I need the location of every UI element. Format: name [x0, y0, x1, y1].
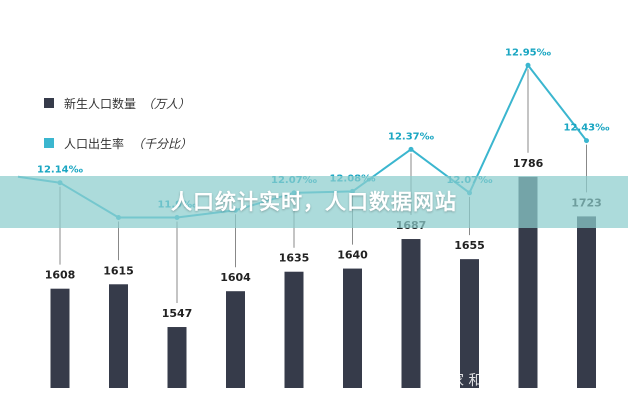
bar — [109, 284, 128, 388]
bar — [226, 291, 245, 388]
legend-swatch-rate — [44, 138, 54, 148]
bar-value-label: 1604 — [220, 271, 251, 284]
legend-unit-rate: （千分比） — [132, 137, 192, 151]
title-banner — [0, 176, 628, 228]
legend-label-rate: 人口出生率 — [64, 136, 124, 151]
bar — [401, 239, 421, 388]
legend: 新生人口数量 （万人） 人口出生率 （千分比） — [44, 96, 192, 151]
legend-unit-births: （万人） — [142, 97, 190, 111]
watermark-text: 家 和 委博 — [450, 373, 515, 389]
bar-value-label: 1786 — [513, 157, 544, 170]
rate-value-label: 12.37‰ — [388, 131, 435, 142]
rate-value-label: 12.95‰ — [505, 47, 552, 58]
banner-title: 人口统计实时，人口数据网站 — [171, 190, 457, 214]
bar-value-label: 1640 — [337, 249, 368, 262]
rate-value-label: 12.14‰ — [37, 165, 84, 176]
bar — [577, 216, 596, 388]
bar-value-label: 1615 — [103, 264, 134, 277]
bar-value-label: 1635 — [279, 252, 310, 265]
legend-label-births: 新生人口数量 — [64, 96, 136, 111]
rate-point — [408, 146, 414, 152]
bar — [167, 327, 187, 388]
legend-swatch-births — [44, 98, 54, 108]
bars — [50, 176, 596, 388]
rate-value-label: 12.43‰ — [563, 123, 610, 134]
bar — [518, 176, 538, 388]
bar-value-label: 1608 — [45, 269, 76, 282]
rate-point — [525, 62, 531, 68]
rate-point — [584, 138, 589, 144]
bar — [460, 259, 479, 388]
bar-value-label: 1547 — [162, 307, 193, 320]
bar-value-label: 1655 — [454, 239, 485, 252]
bar — [50, 288, 70, 388]
bar — [343, 268, 362, 388]
bar — [284, 271, 304, 388]
